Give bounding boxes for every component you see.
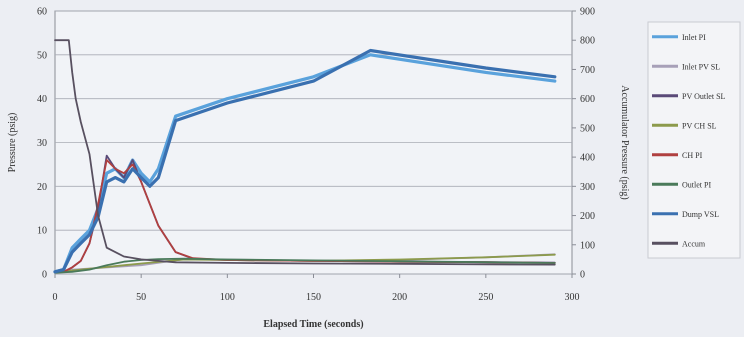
- legend: Inlet PI Inlet PV SL PV Outlet SL PV CH SL C…: [647, 21, 741, 259]
- legend-label: Inlet PI: [682, 33, 706, 42]
- y-right-axis-title: Accumulator Pressure (psig): [619, 85, 630, 199]
- series-line-outlet-pi: [54, 257, 556, 274]
- y-left-tick-label: 60: [37, 7, 47, 18]
- legend-label: CH PI: [682, 151, 703, 160]
- y-left-tick-label: 30: [37, 138, 47, 149]
- series-line-dump-vsl: [53, 48, 557, 274]
- x-tick-label: 0: [53, 292, 58, 303]
- x-tick-label: 100: [220, 292, 235, 303]
- x-tick-label: 300: [565, 292, 580, 303]
- grid: [54, 10, 573, 275]
- legend-label: Outlet PI: [682, 180, 711, 189]
- x-tick-label: 200: [392, 292, 407, 303]
- y-left-tick-label: 20: [37, 182, 47, 193]
- y-left-tick-label: 10: [37, 226, 47, 237]
- y-right-tick-label: 900: [580, 7, 595, 18]
- legend-label: PV Outlet SL: [682, 92, 726, 101]
- y-right-tick-label: 200: [580, 211, 595, 222]
- y-left-tick-label: 0: [42, 270, 47, 281]
- x-tick-label: 250: [478, 292, 493, 303]
- y-right-tick-label: 300: [580, 182, 595, 193]
- y-right-tick-label: 600: [580, 94, 595, 105]
- legend-label: Dump VSL: [682, 210, 719, 219]
- y-right-tick-label: 700: [580, 65, 595, 76]
- y-right-tick-label: 800: [580, 36, 595, 47]
- y-right-tick-label: 500: [580, 123, 595, 134]
- x-tick-label: 150: [306, 292, 321, 303]
- legend-label: Accum: [682, 239, 706, 248]
- legend-label: PV CH SL: [682, 121, 717, 130]
- series-layer: [53, 39, 557, 274]
- x-tick-label: 50: [136, 292, 146, 303]
- axes: Elapsed Time (seconds) Pressure (psig) A…: [7, 7, 630, 331]
- legend-label: Inlet PV SL: [682, 62, 720, 71]
- y-left-axis-title: Pressure (psig): [7, 113, 18, 173]
- legend-box: [647, 21, 741, 259]
- y-right-tick-label: 100: [580, 240, 595, 251]
- y-right-tick-label: 0: [580, 270, 585, 281]
- x-axis-title: Elapsed Time (seconds): [263, 319, 363, 330]
- y-left-tick-label: 40: [37, 94, 47, 105]
- series-line-accum: [54, 39, 556, 266]
- y-right-tick-label: 400: [580, 153, 595, 164]
- y-left-tick-label: 50: [37, 50, 47, 61]
